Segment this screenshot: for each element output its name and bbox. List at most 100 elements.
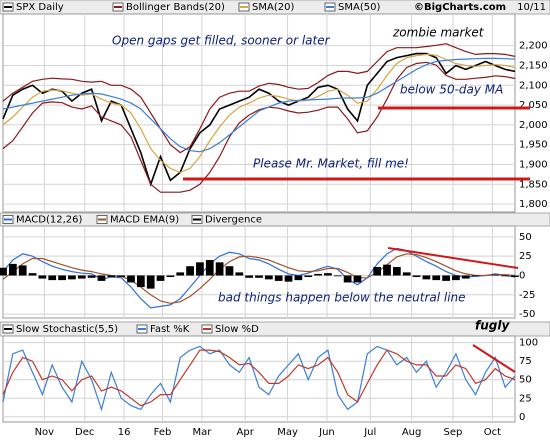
source-label: ©BigCharts.com [414, 2, 506, 13]
trend-line [472, 344, 516, 373]
divergence-bar [333, 275, 342, 277]
y-tick-label: 1,950 [519, 140, 548, 151]
divergence-bar [97, 275, 106, 281]
y-tick-label: 2,000 [519, 120, 548, 131]
divergence-bar [304, 275, 313, 278]
divergence-bar [0, 267, 7, 276]
divergence-bar [264, 275, 273, 280]
divergence-bar [432, 275, 441, 281]
divergence-bar [176, 272, 185, 276]
divergence-bar [18, 265, 27, 276]
legend-label: MACD EMA(9) [110, 215, 179, 226]
legend-label: Slow %D [215, 324, 259, 335]
legend-label: Slow Stochastic(5,5) [16, 324, 118, 335]
y-tick-label: 0 [519, 270, 525, 281]
divergence-bar [146, 275, 155, 289]
date-label: 10/11 [517, 2, 546, 13]
legend-label: Fast %K [150, 324, 190, 335]
divergence-bar [87, 275, 96, 278]
series-line [2, 53, 516, 174]
series-line [2, 57, 516, 153]
legend-label: SPX Daily [16, 2, 64, 13]
divergence-bar [392, 266, 401, 276]
divergence-bar [225, 266, 234, 276]
divergence-bar [412, 275, 421, 278]
annotation: Open gaps get filled, sooner or later [112, 34, 331, 48]
y-tick-label: -25 [519, 290, 535, 301]
divergence-bar [314, 273, 322, 276]
x-tick-label: Jul [363, 427, 376, 438]
y-tick-label: 1,900 [519, 159, 548, 170]
divergence-bar [68, 275, 76, 280]
x-tick-label: Dec [75, 427, 94, 438]
x-tick-label: Mar [192, 427, 212, 438]
y-tick-label: 50 [519, 375, 532, 386]
panel-header [0, 212, 550, 227]
x-tick-label: 16 [118, 427, 131, 438]
legend-label: MACD(12,26) [16, 215, 83, 226]
y-tick-label: 2,150 [519, 60, 548, 71]
divergence-bar [166, 275, 175, 278]
legend-label: SMA(50) [338, 2, 380, 13]
y-tick-label: 25 [519, 393, 532, 404]
divergence-bar [215, 262, 224, 276]
y-tick-label: 75 [519, 356, 532, 367]
y-tick-label: 50 [519, 232, 532, 243]
divergence-bar [402, 272, 411, 276]
series-line [2, 253, 516, 304]
x-tick-label: May [277, 427, 298, 438]
divergence-bar [471, 275, 480, 277]
y-tick-label: 25 [519, 251, 532, 262]
series-line [2, 345, 516, 412]
annotation: zombie market [392, 26, 485, 40]
divergence-bar [452, 275, 460, 281]
divergence-bar [255, 275, 263, 278]
y-tick-label: 0 [519, 412, 525, 423]
legend-label: Divergence [205, 215, 262, 226]
divergence-bar [245, 275, 254, 278]
annotation: below 50-day MA [400, 83, 503, 97]
y-tick-label: 1,850 [519, 179, 548, 190]
x-tick-label: Sep [444, 427, 463, 438]
divergence-bar [383, 264, 391, 276]
y-tick-label: -50 [519, 309, 535, 320]
trend-line [387, 247, 519, 269]
divergence-bar [294, 275, 303, 281]
divergence-bar [461, 275, 470, 279]
legend-label: SMA(20) [252, 2, 294, 13]
x-tick-label: Oct [484, 427, 501, 438]
divergence-bar [107, 275, 116, 278]
divergence-bar [353, 275, 362, 283]
divergence-bar [136, 275, 145, 288]
divergence-bar [38, 275, 47, 279]
x-tick-label: Jun [318, 427, 335, 438]
divergence-bar [28, 273, 37, 276]
y-tick-label: 2,100 [519, 80, 548, 91]
legend-label: Bollinger Bands(20) [126, 2, 225, 13]
divergence-bar [284, 275, 293, 282]
annotation: fugly [475, 319, 510, 333]
y-tick-label: 1,800 [519, 199, 548, 210]
divergence-bar [48, 275, 57, 281]
divergence-bar [373, 266, 382, 276]
band-upper [2, 43, 516, 154]
annotation: bad things happen below the neutral line [218, 291, 466, 305]
divergence-bar [186, 266, 194, 276]
divergence-bar [58, 275, 66, 281]
plot-area [2, 225, 516, 319]
x-tick-label: Nov [35, 427, 55, 438]
y-tick-label: 2,200 [519, 41, 548, 52]
divergence-bar [235, 272, 244, 276]
divergence-bar [324, 273, 332, 276]
divergence-bar [196, 262, 204, 276]
divergence-bar [8, 263, 17, 276]
divergence-bar [156, 275, 165, 281]
divergence-bar [501, 275, 510, 277]
divergence-bar [343, 275, 352, 283]
plot-area [2, 335, 516, 423]
divergence-bar [442, 275, 450, 281]
divergence-bar [205, 260, 214, 276]
divergence-bar [77, 275, 86, 279]
